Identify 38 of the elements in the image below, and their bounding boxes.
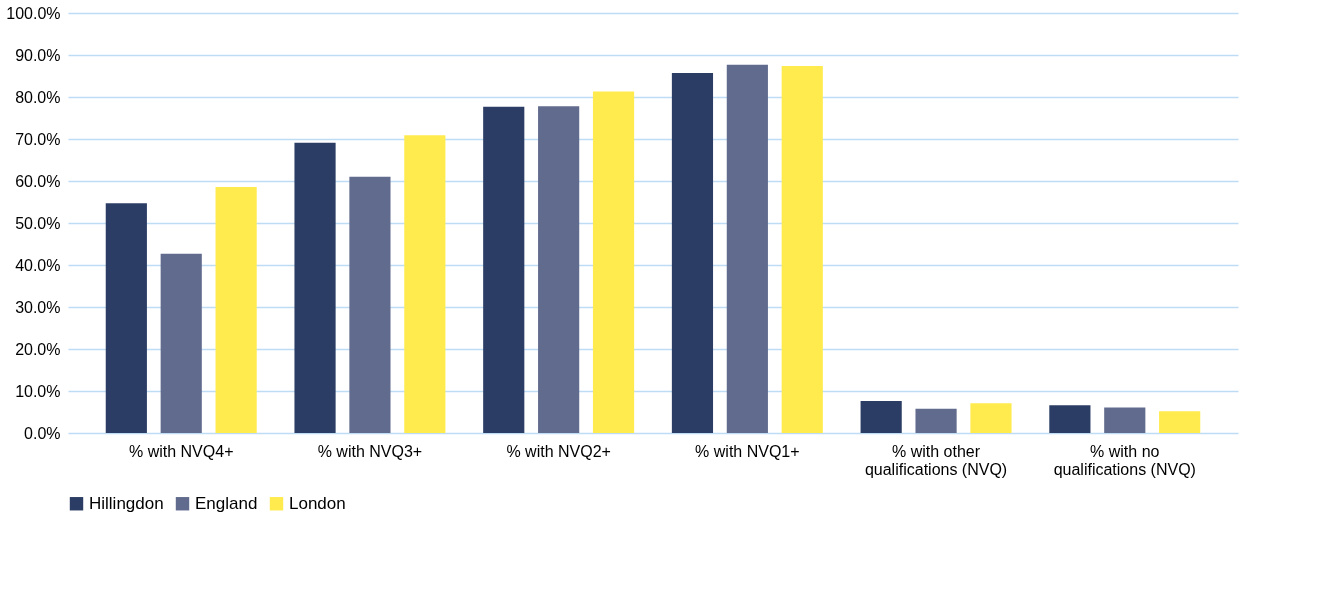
bar [671, 73, 714, 433]
x-tick-label: % with other qualifications (NVQ) [864, 442, 1008, 478]
bar [970, 403, 1012, 433]
bar [1049, 405, 1091, 433]
bar [215, 186, 257, 433]
y-tick-label: 70.0% [15, 130, 61, 148]
y-tick-label: 0.0% [24, 424, 61, 442]
bar [915, 408, 957, 433]
bar [592, 91, 635, 433]
bar [1159, 411, 1201, 433]
bar [483, 106, 525, 433]
bar [294, 142, 336, 433]
y-tick-label: 100.0% [6, 4, 61, 22]
y-tick-label: 20.0% [15, 340, 61, 358]
bar [160, 253, 202, 433]
y-tick-label: 60.0% [15, 172, 61, 190]
bar [349, 176, 391, 433]
x-tick-label: % with NVQ4+ [128, 442, 234, 460]
bar [1104, 407, 1146, 433]
x-tick-label: % with NVQ1+ [695, 442, 800, 460]
y-tick-label: 50.0% [15, 214, 61, 232]
y-tick-label: 10.0% [15, 382, 61, 400]
legend-label: Hillingdon [89, 493, 164, 513]
legend-label: London [289, 493, 346, 513]
bar [404, 135, 446, 433]
bar [105, 203, 147, 433]
y-tick-label: 80.0% [15, 88, 61, 106]
x-tick-label: % with NVQ2+ [506, 442, 611, 460]
x-tick-label: % with no qualifications (NVQ) [1053, 442, 1196, 478]
bar [781, 65, 823, 433]
legend-label: England [195, 493, 258, 513]
bar [860, 401, 902, 433]
y-tick-label: 30.0% [15, 298, 61, 316]
x-tick-label: % with NVQ3+ [317, 442, 423, 460]
bar [726, 64, 768, 433]
y-tick-label: 40.0% [15, 256, 61, 274]
bar [538, 106, 580, 433]
y-tick-label: 90.0% [15, 46, 61, 64]
